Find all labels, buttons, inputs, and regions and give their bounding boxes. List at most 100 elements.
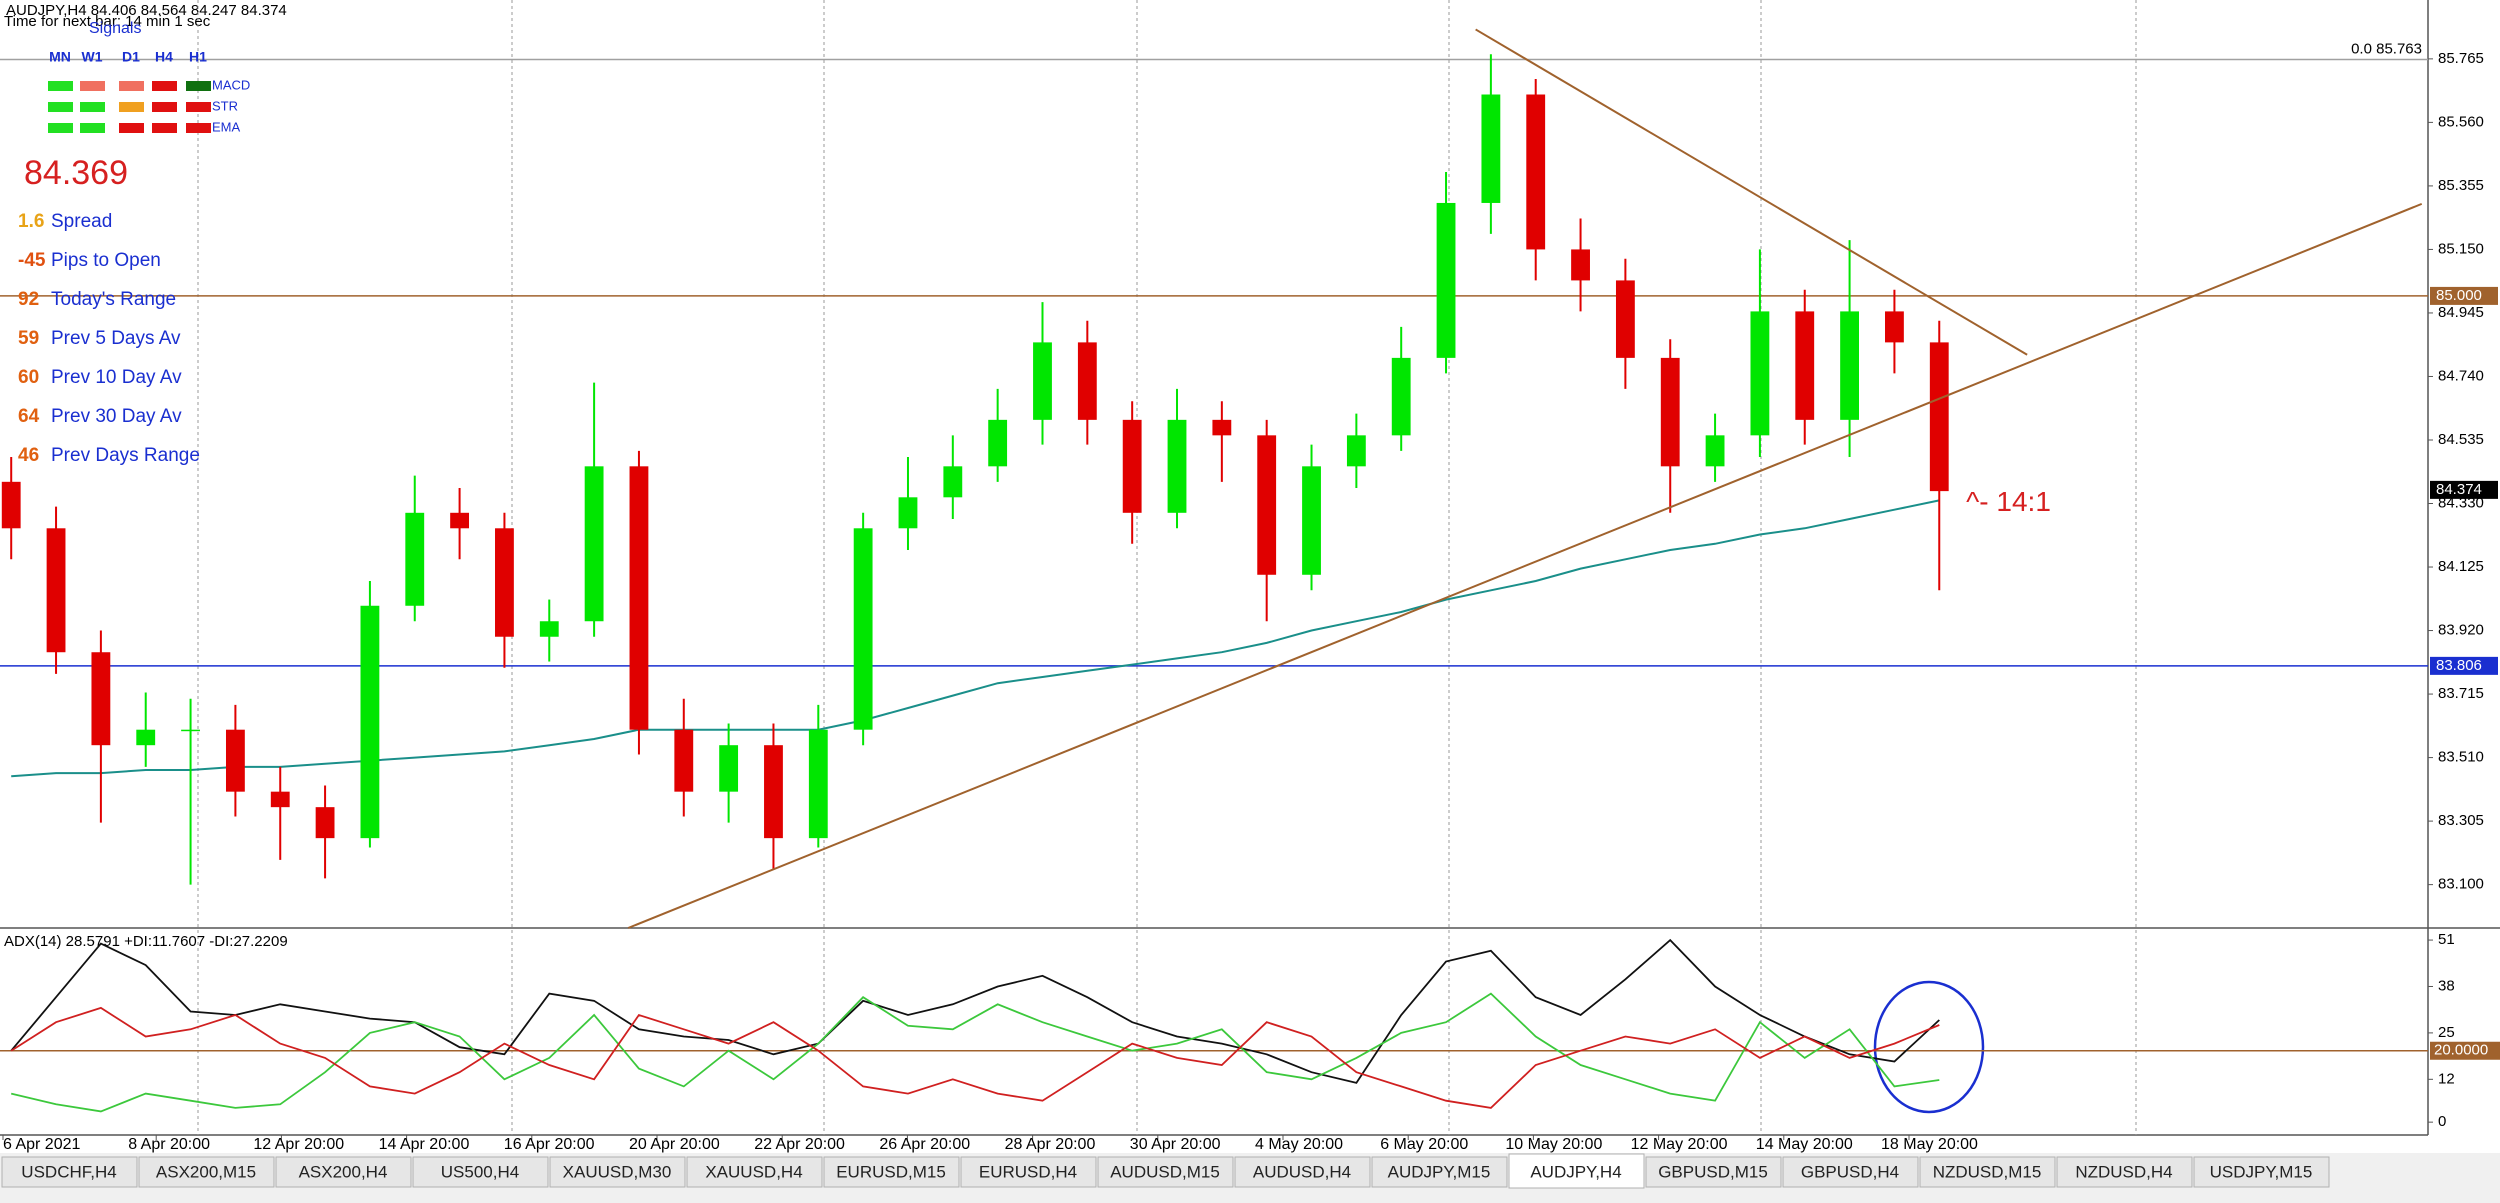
y-tick-label: 85.560 [2438, 113, 2484, 130]
stat-label: Spread [51, 211, 112, 232]
candle-body [1346, 435, 1366, 467]
y-tick-label: 0 [2438, 1113, 2446, 1130]
candle-body [1615, 280, 1635, 358]
stat-label: Prev 30 Day Av [51, 406, 182, 427]
tab-label[interactable]: EURUSD,M15 [836, 1162, 946, 1181]
tab-label[interactable]: EURUSD,H4 [979, 1162, 1077, 1181]
candle-body [1481, 94, 1501, 203]
tab-label[interactable]: AUDJPY,M15 [1388, 1162, 1491, 1181]
tab[interactable] [1508, 1153, 1645, 1189]
signal-box [119, 102, 144, 112]
trendline [627, 202, 2423, 929]
symbol-line: AUDJPY,H4 84.406 84.564 84.247 84.374 [6, 2, 287, 19]
signal-box [119, 81, 144, 91]
tab[interactable] [1645, 1156, 1782, 1188]
tab[interactable] [2056, 1156, 2193, 1188]
candle-body [1750, 311, 1770, 436]
candle-body [1436, 202, 1456, 358]
y-tick-label: 83.920 [2438, 622, 2484, 639]
candle-body [1571, 249, 1590, 281]
tab-label[interactable]: XAUUSD,M30 [563, 1162, 672, 1181]
candle-body [1526, 94, 1546, 250]
y-tick-label: 51 [2438, 931, 2455, 948]
y-tick-label: 83.305 [2438, 812, 2484, 829]
tab-label[interactable]: AUDUSD,M15 [1110, 1162, 1220, 1181]
tab[interactable] [2193, 1156, 2330, 1188]
indicator-line [10, 992, 1940, 1113]
stat-label: Prev 10 Day Av [51, 367, 182, 388]
signal-box [186, 81, 211, 91]
tab-label[interactable]: US500,H4 [441, 1162, 519, 1181]
x-tick-label: 4 May 20:00 [1255, 1136, 1343, 1153]
signal-box [119, 123, 144, 133]
candle-body [270, 791, 290, 808]
tab[interactable] [823, 1156, 960, 1188]
signal-row-label: EMA [212, 119, 241, 134]
tab[interactable] [412, 1156, 549, 1188]
tab-label[interactable]: ASX200,H4 [299, 1162, 388, 1181]
y-tick-label: 85.150 [2438, 240, 2484, 257]
tab[interactable] [275, 1156, 412, 1188]
candle-body [1302, 466, 1321, 575]
tab-label[interactable]: NZDUSD,M15 [1933, 1162, 2042, 1181]
y-tick-label: 83.100 [2438, 876, 2484, 893]
stat-label: Prev Days Range [51, 445, 200, 466]
x-tick-label: 8 Apr 20:00 [128, 1136, 210, 1153]
tab[interactable] [1234, 1156, 1371, 1188]
tab-label[interactable]: USDCHF,H4 [21, 1162, 116, 1181]
tab-label[interactable]: GBPUSD,M15 [1658, 1162, 1768, 1181]
x-tick-label: 26 Apr 20:00 [879, 1136, 970, 1153]
tab[interactable] [1371, 1156, 1508, 1188]
x-tick-label: 10 May 20:00 [1505, 1136, 1602, 1153]
x-tick-label: 6 May 20:00 [1380, 1136, 1468, 1153]
tab-label[interactable]: GBPUSD,H4 [1801, 1162, 1899, 1181]
candle-body [46, 528, 66, 653]
indicator-title: ADX(14) 28.5791 +DI:11.7607 -DI:27.2209 [4, 933, 288, 950]
timeframe-label: D1 [122, 49, 140, 65]
candle-body [1705, 435, 1725, 467]
candle-body [539, 621, 559, 637]
tab[interactable] [549, 1156, 686, 1188]
x-tick-label: 20 Apr 20:00 [629, 1136, 720, 1153]
tab[interactable] [1, 1156, 138, 1188]
candle-body [1840, 311, 1860, 420]
candle-body [584, 466, 604, 622]
x-tick-label: 30 Apr 20:00 [1130, 1136, 1221, 1153]
candle-body [943, 466, 963, 498]
x-tick-label: 12 May 20:00 [1631, 1136, 1728, 1153]
tab-label[interactable]: AUDUSD,H4 [1253, 1162, 1351, 1181]
annotation: ^- 14:1 [1966, 486, 2051, 517]
signal-box [152, 102, 177, 112]
x-tick-label: 14 Apr 20:00 [379, 1136, 470, 1153]
candle-body [405, 512, 425, 606]
x-tick-label: 16 Apr 20:00 [504, 1136, 595, 1153]
tab[interactable] [1097, 1156, 1234, 1188]
x-tick-label: 22 Apr 20:00 [754, 1136, 845, 1153]
y-tick-label: 84.945 [2438, 304, 2484, 321]
current-price-label: 84.374 [2436, 481, 2482, 498]
candle-body [988, 419, 1008, 467]
candle-body [1, 481, 21, 529]
stat-value: 64 [18, 406, 40, 427]
tab-label[interactable]: USDJPY,M15 [2210, 1162, 2313, 1181]
signal-box [80, 81, 105, 91]
tab-label[interactable]: NZDUSD,H4 [2075, 1162, 2172, 1181]
trendline [1475, 28, 2028, 356]
tab-label[interactable]: AUDJPY,H4 [1530, 1162, 1621, 1181]
candle-body [1885, 311, 1904, 343]
signal-box [186, 123, 211, 133]
tab[interactable] [138, 1156, 275, 1188]
tab[interactable] [960, 1156, 1097, 1188]
tab-label[interactable]: ASX200,M15 [156, 1162, 256, 1181]
tab[interactable] [1782, 1156, 1919, 1188]
signal-row-label: MACD [212, 77, 250, 92]
current-price-box [2430, 480, 2498, 499]
tab[interactable] [1919, 1156, 2056, 1188]
price-label: 83.806 [2436, 657, 2482, 674]
candle-body [629, 466, 649, 730]
tab[interactable] [686, 1156, 823, 1188]
stat-value: 59 [18, 328, 39, 349]
y-tick-label: 85.765 [2438, 50, 2484, 67]
tab-label[interactable]: XAUUSD,H4 [705, 1162, 802, 1181]
